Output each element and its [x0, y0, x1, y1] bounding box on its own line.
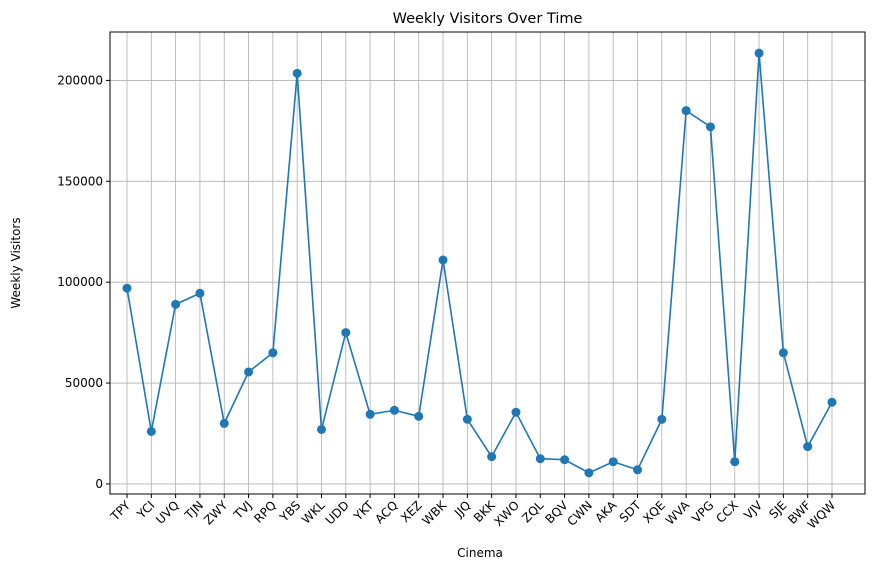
y-axis-title: Weekly Visitors — [9, 217, 23, 308]
data-point — [122, 283, 132, 293]
data-point — [341, 328, 351, 338]
y-tick-label: 100000 — [57, 275, 103, 289]
y-tick-label: 0 — [95, 477, 103, 491]
data-point — [705, 122, 715, 132]
data-point — [389, 405, 399, 415]
data-point — [608, 457, 618, 467]
y-axis: 0 50000 100000 150000 200000 — [57, 73, 110, 491]
data-point — [219, 418, 229, 428]
data-point — [730, 457, 740, 467]
data-point — [511, 407, 521, 417]
data-point — [316, 424, 326, 434]
data-point — [584, 468, 594, 478]
data-point — [438, 255, 448, 265]
data-point — [754, 48, 764, 58]
data-point — [560, 455, 570, 465]
data-point — [292, 68, 302, 78]
data-point — [414, 411, 424, 421]
data-point — [462, 414, 472, 424]
data-point — [827, 397, 837, 407]
y-tick-label: 50000 — [65, 376, 103, 390]
data-point — [195, 288, 205, 298]
data-point — [244, 367, 254, 377]
data-point — [681, 106, 691, 116]
x-axis-title: Cinema — [457, 546, 503, 560]
data-point — [365, 409, 375, 419]
data-point — [633, 465, 643, 475]
data-point — [535, 454, 545, 464]
y-tick-label: 150000 — [57, 174, 103, 188]
chart-title: Weekly Visitors Over Time — [393, 11, 583, 27]
data-point — [657, 414, 667, 424]
series-line — [122, 48, 837, 478]
data-point — [803, 442, 813, 452]
series-polyline — [126, 53, 833, 474]
data-point — [487, 452, 497, 462]
y-tick-label: 200000 — [57, 73, 103, 87]
data-point — [778, 348, 788, 358]
data-point — [171, 299, 181, 309]
data-point — [146, 426, 156, 436]
data-point — [268, 348, 278, 358]
plot-frame — [109, 31, 866, 495]
